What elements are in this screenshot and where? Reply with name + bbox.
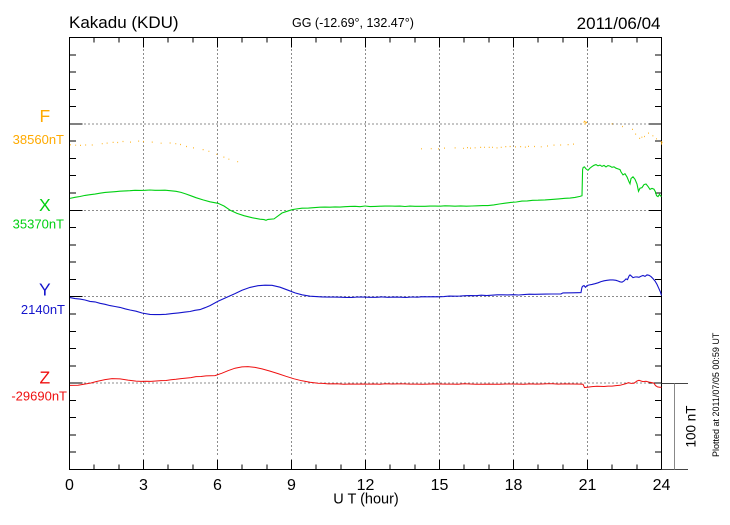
svg-text:Z: Z — [39, 368, 50, 388]
svg-text:15: 15 — [431, 477, 449, 494]
svg-text:2011/06/04: 2011/06/04 — [577, 14, 661, 33]
svg-text:0: 0 — [65, 477, 74, 494]
svg-text:Plotted at 2011/07/05 00:59 UT: Plotted at 2011/07/05 00:59 UT — [711, 332, 721, 457]
svg-text:9: 9 — [287, 477, 296, 494]
svg-text:3: 3 — [139, 477, 148, 494]
svg-text:21: 21 — [579, 477, 597, 494]
svg-text:2140nT: 2140nT — [21, 302, 65, 317]
svg-text:Y: Y — [39, 280, 51, 300]
svg-text:-29690nT: -29690nT — [11, 389, 67, 404]
svg-text:6: 6 — [213, 477, 222, 494]
svg-text:18: 18 — [505, 477, 523, 494]
svg-text:Kakadu (KDU): Kakadu (KDU) — [69, 13, 179, 32]
svg-text:35370nT: 35370nT — [13, 217, 64, 232]
svg-text:GG (-12.69°, 132.47°): GG (-12.69°, 132.47°) — [292, 16, 414, 30]
svg-text:F: F — [39, 106, 50, 126]
svg-text:U T (hour): U T (hour) — [333, 492, 399, 508]
svg-text:X: X — [39, 195, 51, 215]
svg-text:12: 12 — [357, 477, 375, 494]
svg-text:100 nT: 100 nT — [684, 405, 699, 447]
svg-text:24: 24 — [653, 477, 671, 494]
svg-text:38560nT: 38560nT — [13, 132, 64, 147]
